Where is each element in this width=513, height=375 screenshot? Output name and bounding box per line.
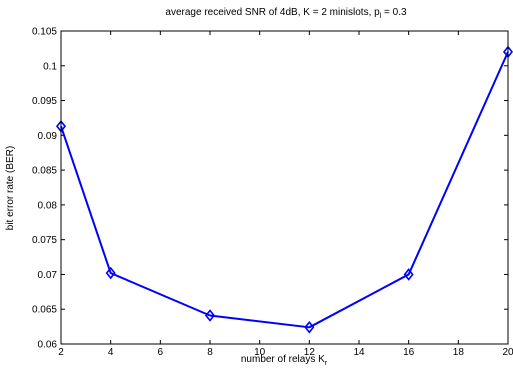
x-tick-label: 6 (158, 347, 164, 358)
plot-frame (60, 30, 509, 345)
data-point-marker (304, 321, 315, 334)
y-tick-label: 0.075 (32, 235, 57, 246)
x-tick-label: 18 (453, 347, 465, 358)
chart-title: average received SNR of 4dB, K = 2 minis… (165, 7, 407, 20)
x-tick-labels: 2 4 6 8 10 12 14 16 18 20 (58, 347, 513, 358)
y-tick-label: 0.095 (32, 96, 57, 107)
y-axis-label: bit error rate (BER) (5, 146, 16, 230)
y-tick-label: 0.07 (38, 270, 58, 281)
chart-title-tail: = 0.3 (381, 7, 407, 18)
y-tick-label: 0.08 (38, 200, 58, 211)
x-tick-label: 2 (58, 347, 64, 358)
y-tick-label: 0.09 (38, 131, 58, 142)
chart-title-main: average received SNR of 4dB, K = 2 minis… (165, 7, 380, 18)
plot-background (61, 31, 508, 344)
data-point-marker (204, 309, 216, 322)
series-line (60, 51, 509, 329)
x-axis-label-main: number of relays K (241, 354, 325, 365)
x-tick-label: 16 (403, 347, 415, 358)
x-tick-label: 10 (254, 347, 266, 358)
x-tick-label: 8 (207, 347, 213, 358)
data-point-marker (403, 268, 414, 281)
y-tick-label: 0.1 (43, 61, 57, 72)
plot-area (55, 30, 513, 345)
chart-title-subscript: l (380, 13, 382, 20)
x-axis-label: number of relays Kr (241, 354, 328, 367)
y-tick-label: 0.085 (32, 166, 57, 177)
data-point-marker (105, 266, 116, 280)
y-tick-label: 0.06 (38, 340, 58, 351)
x-axis-label-subscript: r (325, 360, 328, 367)
x-tick-label: 14 (353, 347, 365, 358)
x-tick-label: 20 (502, 347, 513, 358)
y-tick-label: 0.065 (32, 305, 57, 316)
y-tick-label: 0.105 (32, 27, 57, 38)
y-tick-labels: 0.060.0650.070.0750.080.0850.090.0950.10… (32, 27, 57, 351)
x-tick-label: 4 (108, 347, 114, 358)
x-tick-label: 12 (304, 347, 316, 358)
